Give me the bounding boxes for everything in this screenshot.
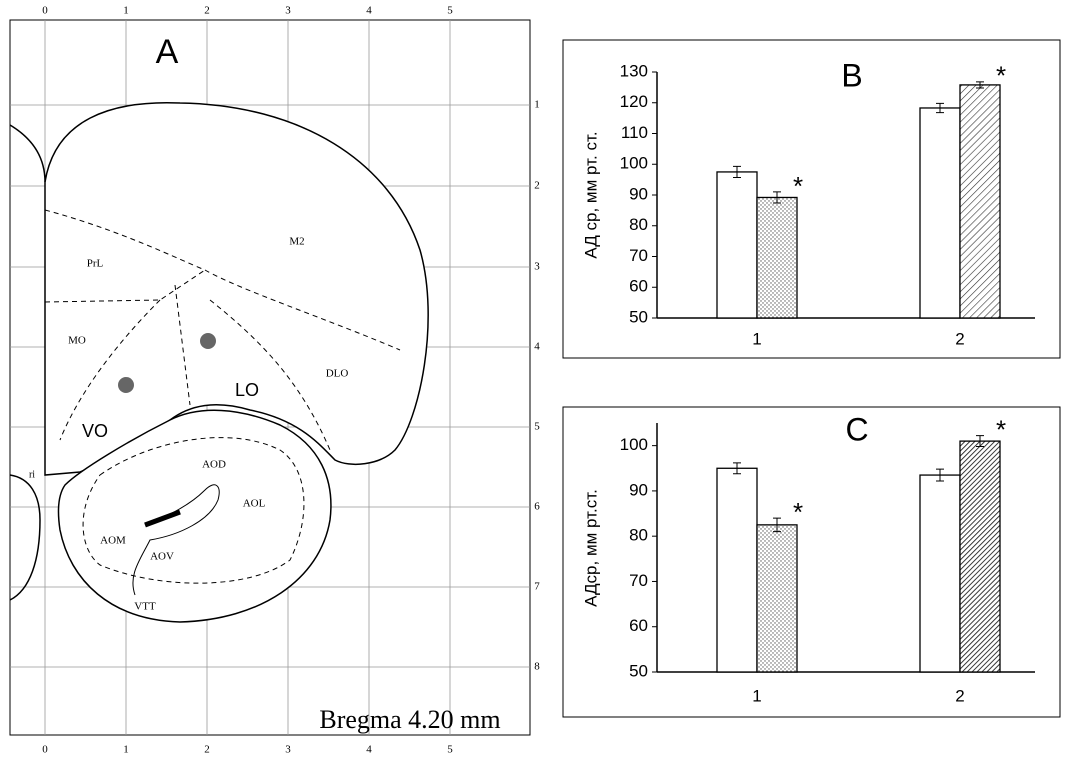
region-label: PrL — [87, 258, 104, 270]
injection-site — [200, 333, 216, 349]
atlas-y-label: 6 — [534, 501, 540, 513]
region-label: LO — [235, 380, 259, 400]
y-tick-label: 80 — [629, 526, 648, 545]
panel-letter: C — [845, 411, 868, 447]
significance-mark: * — [793, 497, 803, 527]
atlas-x-label: 1 — [123, 744, 129, 756]
y-tick-label: 110 — [621, 123, 648, 142]
y-tick-label: 90 — [629, 480, 648, 499]
atlas-x-label: 1 — [123, 5, 129, 17]
atlas-y-label: 1 — [534, 99, 540, 111]
brain-outline — [10, 103, 428, 622]
atlas-y-label: 4 — [534, 341, 540, 353]
bar — [960, 441, 1000, 672]
panel-letter: A — [156, 33, 179, 71]
panel-letter: B — [841, 57, 862, 93]
figure: A Bregma 4.20 mm 0 0 1 1 2 2 3 3 4 4 5 5 1 2 3 4 5 6 7 8 M2 P… — [0, 0, 1067, 758]
atlas-y-label: 7 — [534, 581, 540, 593]
bar — [960, 85, 1000, 318]
region-label: AOD — [202, 459, 226, 471]
x-tick-label: 2 — [955, 686, 964, 705]
bar — [717, 172, 757, 318]
y-tick-label: 70 — [629, 571, 648, 590]
significance-mark: * — [793, 171, 803, 201]
y-tick-label: 90 — [629, 184, 648, 203]
y-tick-label: 100 — [620, 154, 648, 173]
atlas-x-label: 3 — [285, 744, 291, 756]
y-tick-label: 100 — [620, 435, 648, 454]
region-label: ri — [29, 469, 35, 480]
region-label: AOL — [243, 498, 266, 510]
atlas-y-label: 3 — [534, 261, 540, 273]
y-tick-label: 70 — [629, 246, 648, 265]
bar — [920, 475, 960, 672]
bar — [757, 197, 797, 318]
region-label: VTT — [134, 601, 156, 613]
y-tick-label: 80 — [629, 215, 648, 234]
bar — [717, 468, 757, 672]
region-label: AOM — [100, 535, 126, 547]
atlas-x-label: 4 — [366, 5, 372, 17]
y-tick-label: 60 — [629, 616, 648, 635]
atlas-x-label: 0 — [42, 5, 48, 17]
atlas-y-label: 5 — [534, 421, 540, 433]
x-tick-label: 1 — [752, 686, 761, 705]
atlas-panel — [10, 20, 530, 735]
atlas-y-label: 2 — [534, 180, 540, 192]
y-tick-label: 50 — [629, 307, 648, 326]
atlas-y-label: 8 — [534, 661, 540, 673]
y-tick-label: 50 — [629, 661, 648, 680]
atlas-x-label: 4 — [366, 744, 372, 756]
bar — [920, 108, 960, 318]
atlas-x-label: 2 — [204, 5, 210, 17]
region-label: MO — [68, 335, 86, 347]
y-axis-title: АДср, мм рт.ст. — [581, 489, 600, 607]
x-tick-label: 1 — [752, 329, 761, 348]
significance-mark: * — [996, 415, 1006, 445]
x-tick-label: 2 — [955, 329, 964, 348]
y-tick-label: 130 — [620, 61, 648, 80]
y-tick-label: 120 — [620, 92, 648, 111]
region-label: M2 — [289, 236, 304, 248]
bar — [757, 525, 797, 672]
atlas-x-label: 5 — [447, 5, 453, 17]
atlas-x-label: 3 — [285, 5, 291, 17]
atlas-x-label: 2 — [204, 744, 210, 756]
atlas-x-label: 0 — [42, 744, 48, 756]
y-axis-title: АД ср, мм рт. ст. — [581, 131, 600, 258]
y-tick-label: 60 — [629, 277, 648, 296]
atlas-x-label: 5 — [447, 744, 453, 756]
region-label: VO — [82, 421, 108, 441]
region-label: AOV — [150, 551, 174, 563]
injection-site — [118, 377, 134, 393]
caption: Bregma 4.20 mm — [319, 705, 500, 734]
significance-mark: * — [996, 61, 1006, 91]
region-label: DLO — [326, 368, 349, 380]
